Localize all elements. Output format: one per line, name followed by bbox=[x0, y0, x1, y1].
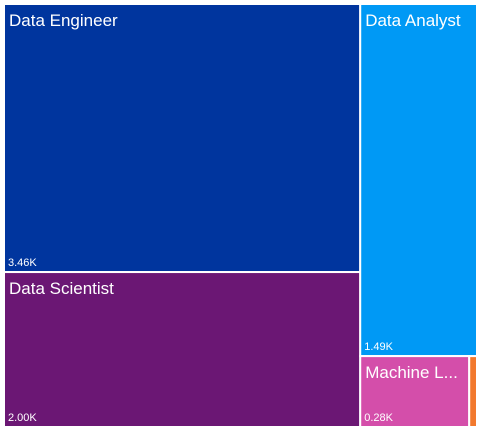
treemap-tile-rect[interactable] bbox=[468, 355, 479, 428]
treemap-tile-value: 0.28K bbox=[364, 412, 393, 424]
treemap-tile-rect[interactable] bbox=[359, 355, 471, 428]
treemap-tile-label: Data Engineer bbox=[9, 11, 118, 30]
treemap-tile-label: Data Scientist bbox=[9, 279, 114, 298]
treemap-tile[interactable]: Data Engineer 3.46K bbox=[3, 3, 362, 274]
treemap-tile[interactable] bbox=[468, 355, 479, 428]
treemap-tile-value: 2.00K bbox=[8, 412, 37, 424]
treemap-tile-rect[interactable] bbox=[3, 3, 362, 274]
treemap-tile[interactable]: Data Analyst 1.49K bbox=[359, 3, 478, 358]
treemap-tile-label: Data Analyst bbox=[365, 11, 461, 30]
treemap-tile-label: Machine L... bbox=[365, 363, 458, 382]
treemap-tile-value: 1.49K bbox=[364, 341, 393, 353]
treemap-tile[interactable]: Data Scientist 2.00K bbox=[3, 271, 362, 428]
treemap-tile-value: 3.46K bbox=[8, 257, 37, 269]
treemap-tile-rect[interactable] bbox=[359, 3, 478, 358]
treemap-tile[interactable]: Machine L... 0.28K bbox=[359, 355, 471, 428]
treemap-tile-rect[interactable] bbox=[3, 271, 362, 428]
